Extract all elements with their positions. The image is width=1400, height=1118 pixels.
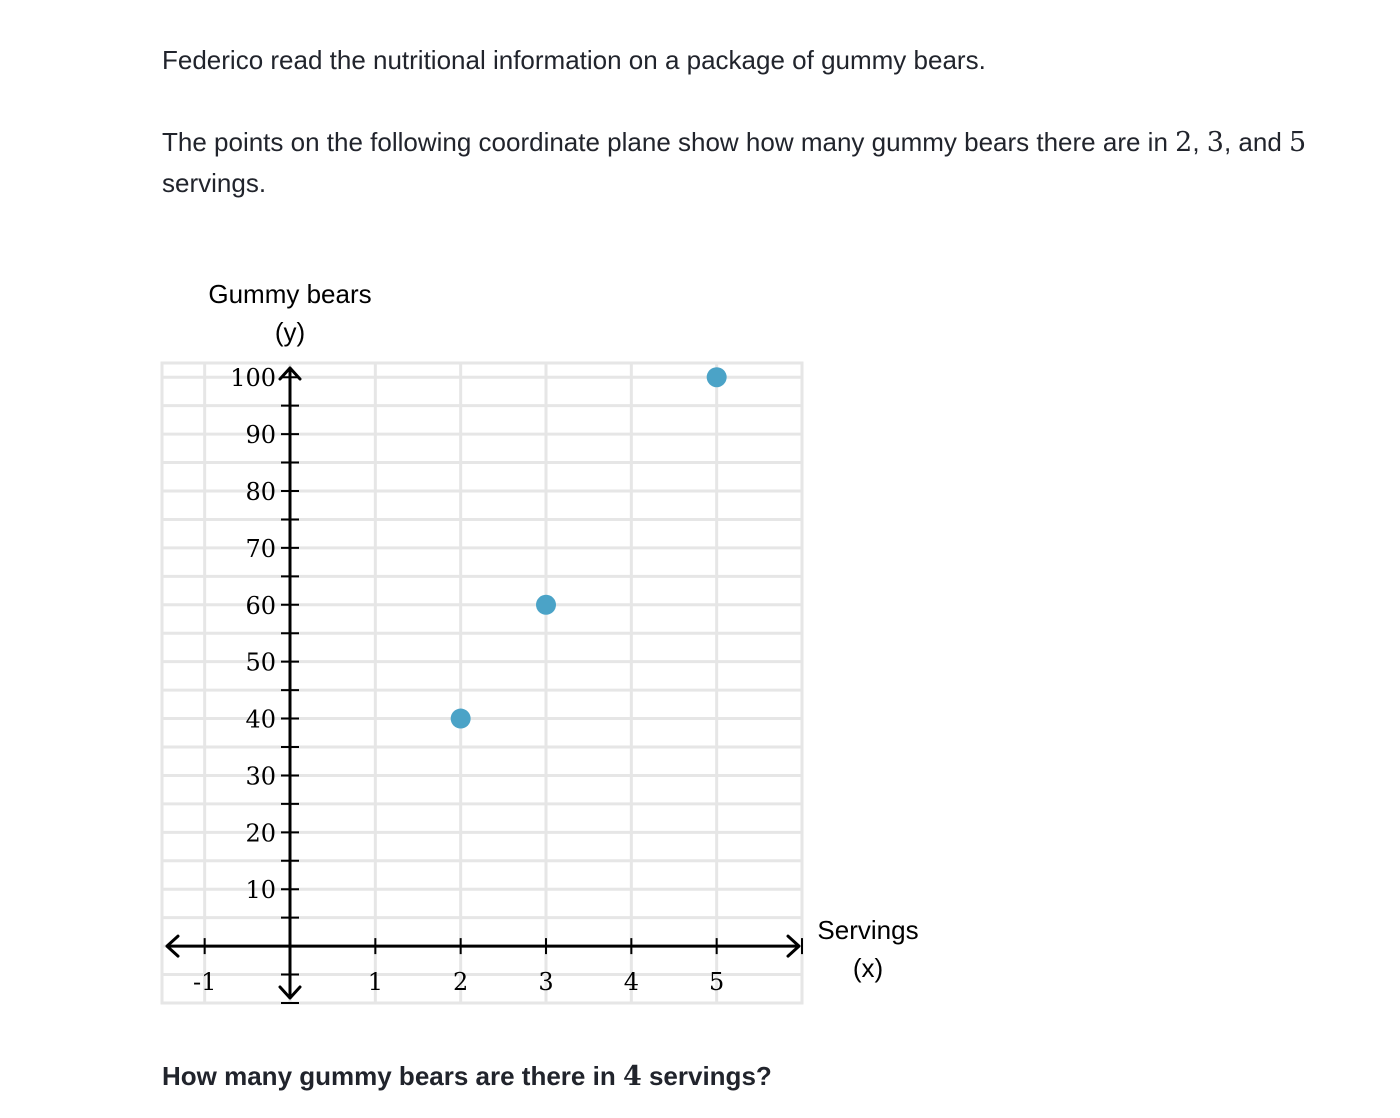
axes xyxy=(165,366,801,1000)
question-number-4: 4 xyxy=(622,1061,642,1092)
intro-text-a: The points on the following coordinate p… xyxy=(162,127,1176,157)
question-text: How many gummy bears are there in 4 serv… xyxy=(162,1056,772,1097)
y-tick-label: 90 xyxy=(245,421,276,449)
data-points xyxy=(450,367,727,729)
x-tick-label: 5 xyxy=(709,968,724,996)
x-axis-variable: (x) xyxy=(853,953,883,983)
y-tick-label: 70 xyxy=(245,535,276,563)
x-tick-label: 4 xyxy=(624,968,639,996)
y-axis-variable: (y) xyxy=(275,317,305,347)
x-axis-arrow-right xyxy=(786,934,801,958)
intro-number-5: 5 xyxy=(1289,127,1307,158)
tick-labels: -1 1 2 3 4 5 10 20 30 40 50 60 70 80 90 100 xyxy=(193,364,724,996)
ticks xyxy=(203,376,803,1004)
data-point xyxy=(450,708,471,729)
y-tick-label: 50 xyxy=(245,649,276,677)
data-point xyxy=(706,367,727,388)
y-tick-label: 20 xyxy=(245,819,276,847)
x-tick-label: 2 xyxy=(453,968,468,996)
x-tick-label: 3 xyxy=(538,968,553,996)
y-axis-title: Gummy bears xyxy=(208,279,371,309)
y-tick-label: 60 xyxy=(245,592,276,620)
y-axis-arrow-up xyxy=(278,366,302,381)
question-text-a: How many gummy bears are there in xyxy=(162,1061,623,1091)
intro-sentence-1: Federico read the nutritional informatio… xyxy=(162,45,986,75)
x-axis-arrow-left xyxy=(165,934,180,958)
y-tick-label: 10 xyxy=(245,876,276,904)
intro-number-3: 3 xyxy=(1206,127,1224,158)
intro-text-c: , and xyxy=(1223,127,1290,157)
x-tick-label: 1 xyxy=(368,968,383,996)
y-tick-label: 100 xyxy=(230,364,276,392)
x-tick-label: -1 xyxy=(193,968,216,996)
grid-lines xyxy=(160,361,804,1005)
intro-text-d: servings. xyxy=(162,168,267,198)
question-text-b: servings? xyxy=(641,1061,772,1091)
intro-text-b: , xyxy=(1192,127,1207,157)
y-tick-label: 80 xyxy=(245,478,276,506)
y-tick-label: 30 xyxy=(245,762,276,790)
data-point xyxy=(536,594,556,615)
plot-border xyxy=(160,361,804,1005)
y-tick-label: 40 xyxy=(245,706,276,734)
intro-number-2: 2 xyxy=(1175,127,1193,158)
y-axis-arrow-down xyxy=(278,985,302,1000)
x-axis-title: Servings xyxy=(817,915,918,945)
intro-sentence-2: The points on the following coordinate p… xyxy=(162,122,1392,203)
